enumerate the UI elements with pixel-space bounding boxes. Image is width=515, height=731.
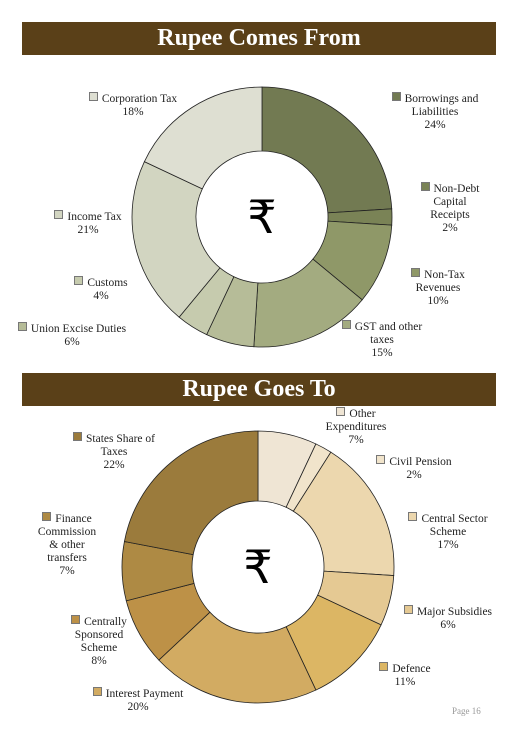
legend-swatch xyxy=(420,182,430,191)
slice-label-text: Non-Tax xyxy=(424,269,465,281)
slice-value-label: 18% xyxy=(122,106,144,118)
slice-value-label: 8% xyxy=(91,655,107,667)
rupee-symbol-icon: ₹ xyxy=(243,540,272,594)
slice-label-text: Scheme xyxy=(429,526,467,538)
slice-label: Borrowings and Liabilities 24% xyxy=(390,92,480,132)
slice-label-text: Major Subsidies xyxy=(416,606,493,618)
slice-value-label: 7% xyxy=(59,565,75,577)
legend-swatch xyxy=(341,320,351,329)
donut-slice xyxy=(123,430,259,556)
slice-label-text: & other xyxy=(49,539,85,551)
slice-label-text: Centrally xyxy=(84,616,127,628)
donut-chart-rupee-comes-from: ₹ xyxy=(131,86,393,348)
slice-label-text: Other xyxy=(349,408,376,420)
slice-label-text: Income Tax xyxy=(67,211,122,223)
slice-label-text: Sponsored xyxy=(74,629,124,641)
legend-swatch xyxy=(42,512,52,521)
slice-label-text: Finance xyxy=(55,513,92,525)
slice-label-text: Liabilities xyxy=(411,106,459,118)
donut-slice xyxy=(143,86,263,190)
slice-label-text: Commission xyxy=(37,526,97,538)
slice-label-text: Expenditures xyxy=(325,421,387,433)
chart-title-rupee-comes-from: Rupee Comes From xyxy=(22,22,496,55)
legend-swatch xyxy=(71,615,81,624)
slice-value-label: 4% xyxy=(93,290,109,302)
slice-label-text: Corporation Tax xyxy=(101,93,178,105)
slice-value-label: 10% xyxy=(427,295,449,307)
legend-swatch xyxy=(403,605,413,614)
slice-label-text: Non-Debt xyxy=(433,183,480,195)
rupee-symbol-icon: ₹ xyxy=(247,190,276,244)
slice-label: Interest Payment 20% xyxy=(78,687,198,714)
slice-value-label: 11% xyxy=(394,676,416,688)
slice-label-text: Central Sector xyxy=(421,513,488,525)
slice-label: Centrally Sponsored Scheme 8% xyxy=(58,615,140,668)
slice-label: States Share of Taxes 22% xyxy=(60,432,168,472)
slice-value-label: 17% xyxy=(437,539,459,551)
legend-swatch xyxy=(74,276,84,285)
slice-label: Civil Pension 2% xyxy=(372,455,456,482)
slice-value-label: 15% xyxy=(371,347,393,359)
slice-label: Non-Tax Revenues 10% xyxy=(398,268,478,308)
slice-label-text: taxes xyxy=(370,334,394,346)
slice-value-label: 6% xyxy=(64,336,80,348)
slice-label-text: Borrowings and xyxy=(404,93,479,105)
slice-value-label: 6% xyxy=(440,619,456,631)
slice-label: Corporation Tax 18% xyxy=(78,92,188,119)
donut-slice xyxy=(158,611,317,704)
legend-swatch xyxy=(391,92,401,101)
slice-label-text: Union Excise Duties xyxy=(30,323,127,335)
legend-swatch xyxy=(379,662,389,671)
slice-label-text: transfers xyxy=(47,552,87,564)
slice-label-text: Civil Pension xyxy=(389,456,452,468)
legend-swatch xyxy=(92,687,102,696)
slice-label-text: Interest Payment xyxy=(105,688,184,700)
slice-label: Union Excise Duties 6% xyxy=(12,322,132,349)
donut-slice xyxy=(261,86,393,214)
slice-label: Other Expenditures 7% xyxy=(306,407,406,447)
legend-swatch xyxy=(411,268,421,277)
slice-label: Defence 11% xyxy=(370,662,440,689)
slice-label-text: Taxes xyxy=(100,446,128,458)
slice-label-text: GST and other xyxy=(354,321,423,333)
legend-swatch xyxy=(73,432,82,441)
slice-label-text: States Share of xyxy=(86,433,155,445)
legend-swatch xyxy=(17,322,27,331)
legend-swatch xyxy=(336,407,346,416)
slice-value-label: 21% xyxy=(77,224,99,236)
legend-swatch xyxy=(408,512,418,521)
slice-label-text: Scheme xyxy=(80,642,118,654)
legend-swatch xyxy=(88,92,98,101)
slice-label: GST and other taxes 15% xyxy=(337,320,427,360)
slice-value-label: 24% xyxy=(424,119,446,131)
slice-value-label: 20% xyxy=(127,701,149,713)
donut-slice xyxy=(131,161,221,318)
chart-title-rupee-goes-to: Rupee Goes To xyxy=(22,373,496,406)
slice-label-text: Customs xyxy=(87,277,128,289)
slice-label: Non-Debt Capital Receipts 2% xyxy=(400,182,500,235)
slice-value-label: 7% xyxy=(348,434,364,446)
slice-label-text: Revenues xyxy=(415,282,461,294)
slice-value-label: 2% xyxy=(442,222,458,234)
slice-label: Income Tax 21% xyxy=(50,210,126,237)
slice-value-label: 22% xyxy=(103,459,125,471)
slice-label: Finance Commission & other transfers 7% xyxy=(28,512,106,578)
slice-label-text: Defence xyxy=(392,663,431,675)
slice-label: Customs 4% xyxy=(68,276,134,303)
slice-label: Central Sector Scheme 17% xyxy=(396,512,500,552)
slice-label: Major Subsidies 6% xyxy=(396,605,500,632)
legend-swatch xyxy=(376,455,386,464)
slice-label-text: Capital xyxy=(433,196,467,208)
slice-value-label: 2% xyxy=(406,469,422,481)
page-number: Page 16 xyxy=(452,706,481,716)
slice-label-text: Receipts xyxy=(430,209,470,221)
legend-swatch xyxy=(54,210,64,219)
